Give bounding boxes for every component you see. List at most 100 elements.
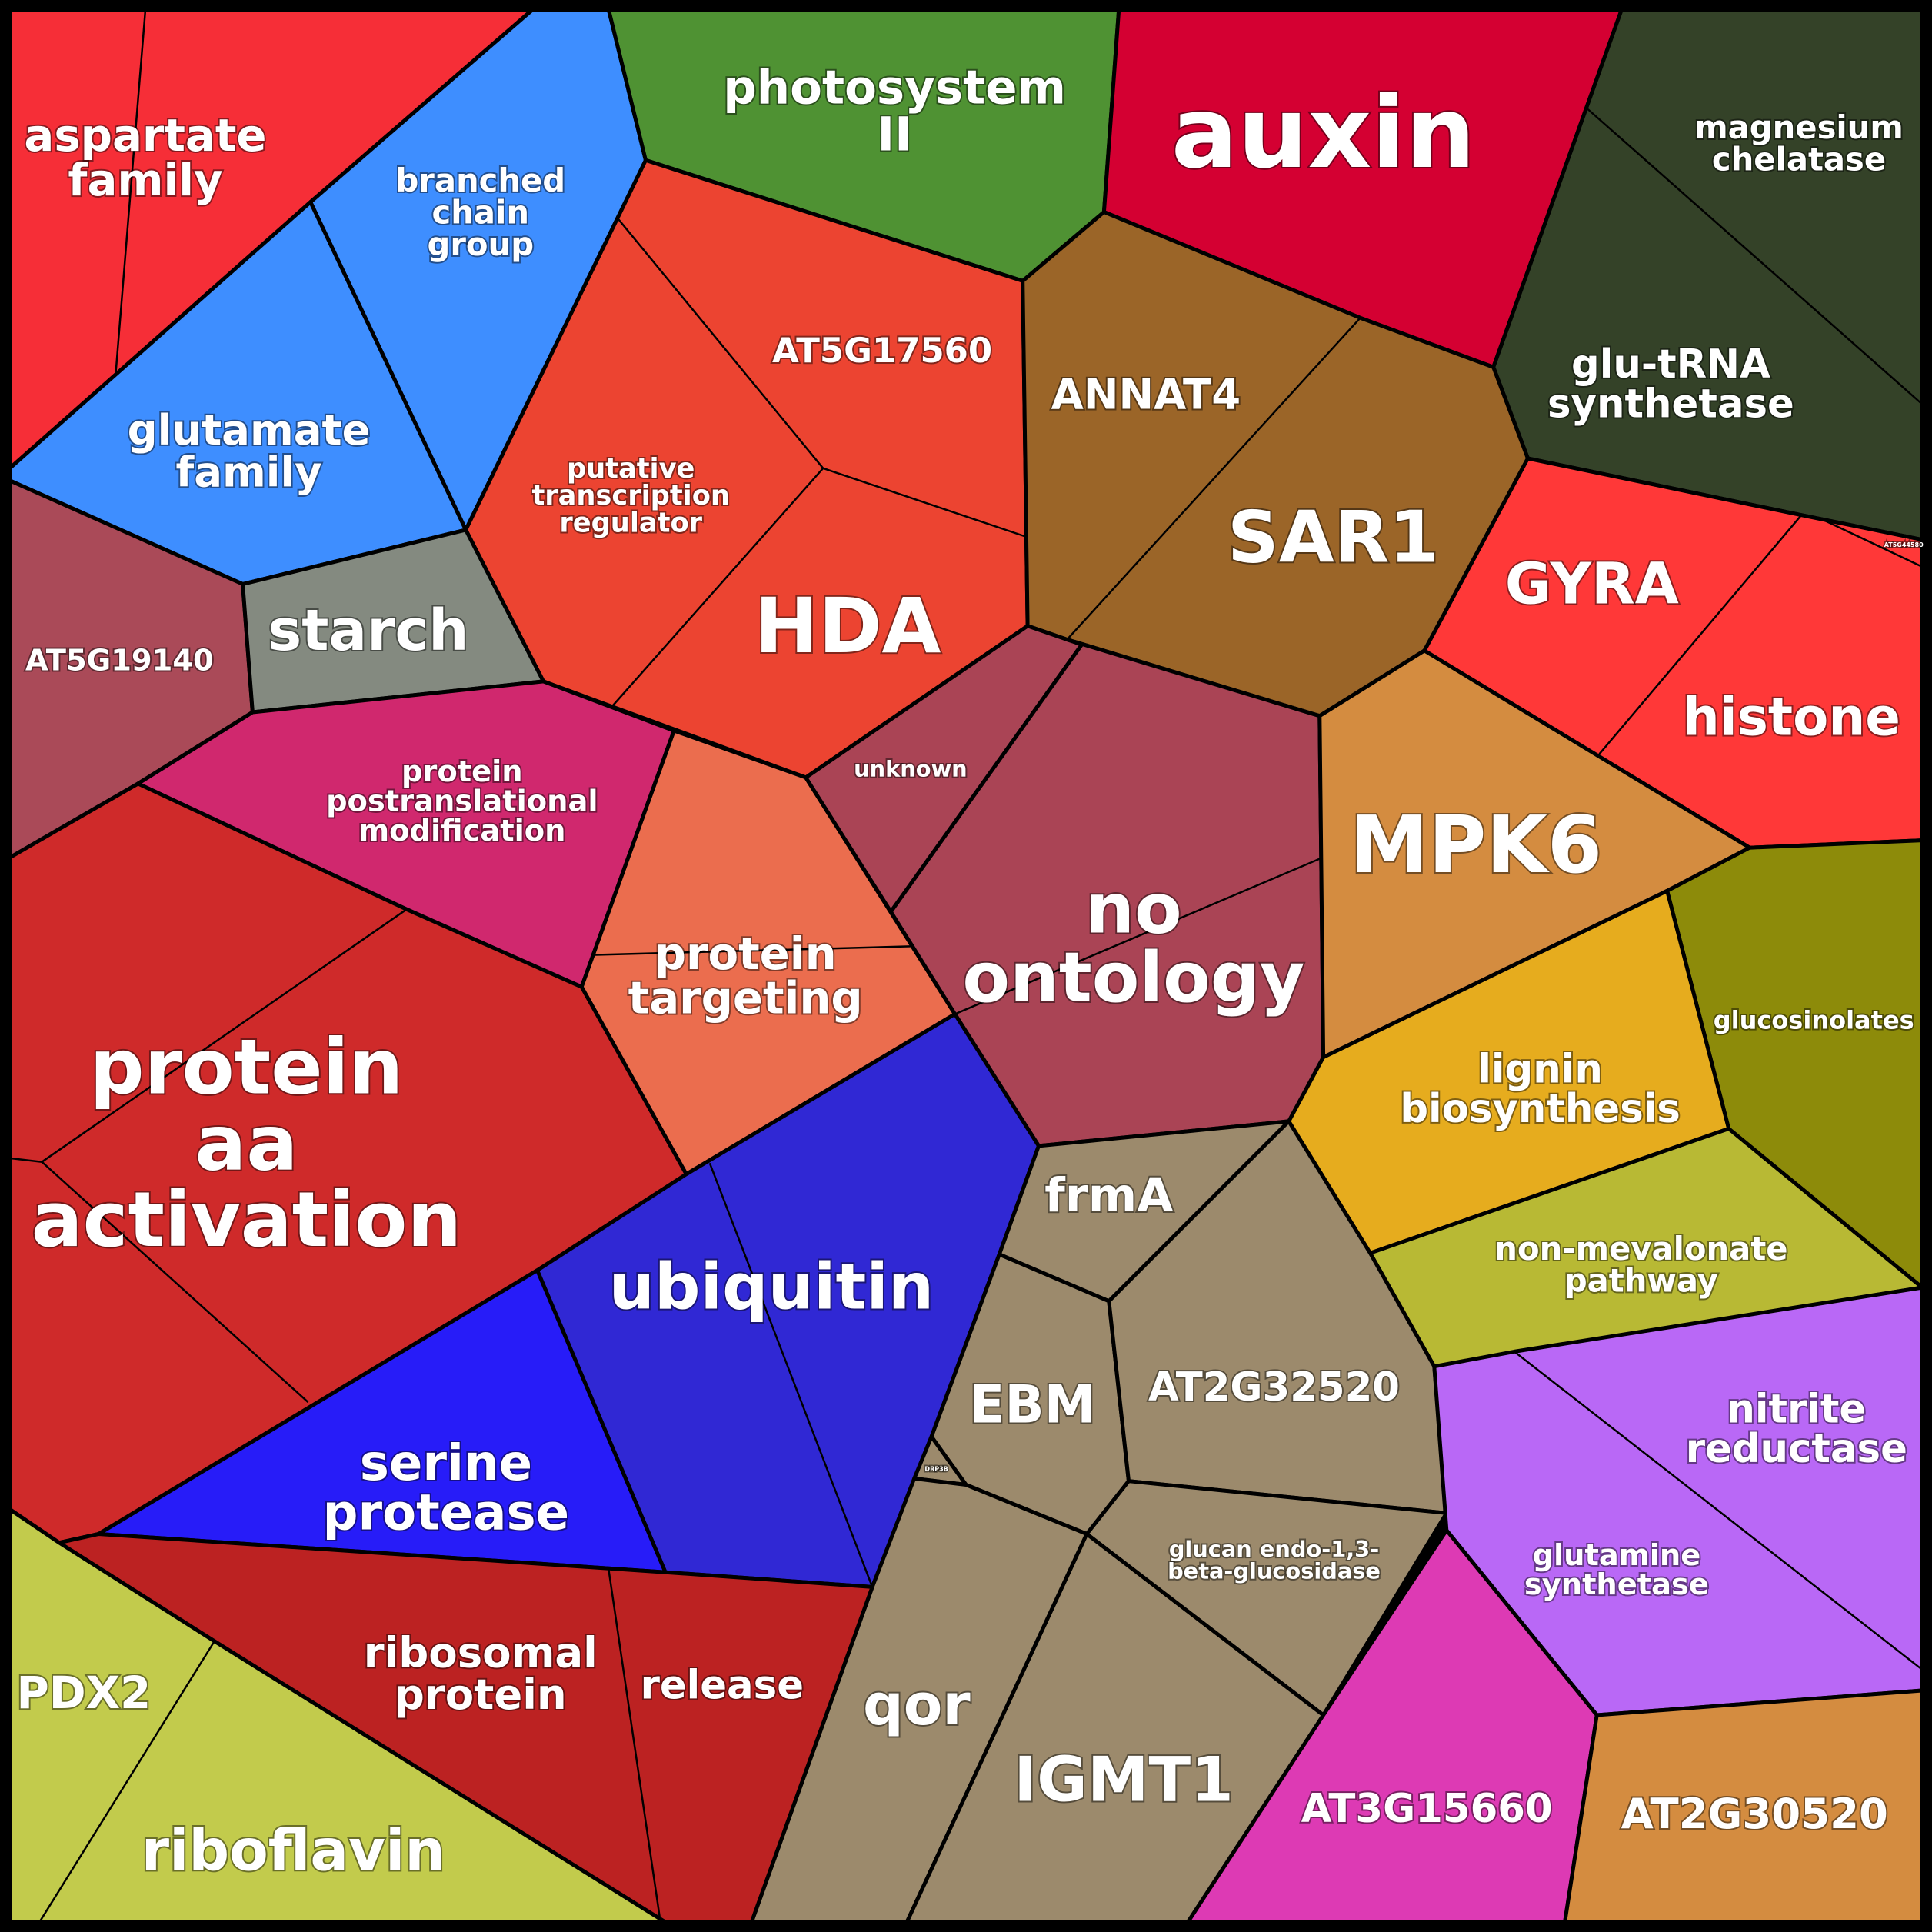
label-line: MPK6 bbox=[1350, 800, 1602, 891]
label-gyra: GYRA bbox=[1505, 551, 1679, 617]
label-line: protease bbox=[323, 1484, 570, 1541]
label-ribosomal-protein: ribosomal protein bbox=[364, 1627, 598, 1719]
label-mpk6: MPK6 bbox=[1350, 800, 1602, 891]
label-line: putative bbox=[567, 452, 695, 484]
subcell-divider bbox=[309, 202, 467, 531]
label-glu-trna-synthetase: glu-tRNA synthetase bbox=[1547, 341, 1794, 427]
label-line: AT5G44580 bbox=[1884, 541, 1924, 548]
label-line: GYRA bbox=[1505, 551, 1679, 617]
label-line: synthetase bbox=[1524, 1567, 1709, 1602]
label-at5g44580: AT5G44580 bbox=[1884, 541, 1924, 548]
label-line: aa bbox=[195, 1099, 298, 1188]
label-line: glucan endo-1,3- bbox=[1169, 1536, 1379, 1562]
label-line: protein bbox=[89, 1023, 403, 1111]
subcell-divider bbox=[536, 1270, 667, 1573]
label-line: glucosinolates bbox=[1714, 1006, 1914, 1035]
label-nitrite-reductase: nitrite reductase bbox=[1686, 1387, 1907, 1472]
label-glutamate-family: glutamate family bbox=[128, 405, 371, 497]
label-ebm: EBM bbox=[969, 1374, 1095, 1434]
label-line: branched bbox=[395, 161, 565, 198]
label-riboflavin: riboflavin bbox=[142, 1818, 445, 1884]
label-branched-chain-group: branched chain group bbox=[395, 161, 565, 262]
label-line: no bbox=[1085, 869, 1181, 949]
label-line: glutamine bbox=[1533, 1537, 1701, 1572]
label-line: synthetase bbox=[1547, 381, 1794, 428]
subcell-divider bbox=[1514, 1351, 1923, 1671]
label-protein-aa-activation: protein aa activation bbox=[32, 1023, 462, 1264]
label-non-mevalonate-pathway: non-mevalonate pathway bbox=[1494, 1229, 1787, 1299]
label-line: targeting bbox=[628, 972, 863, 1024]
label-glucosinolates: glucosinolates bbox=[1714, 1006, 1914, 1035]
label-line: AT5G17560 bbox=[772, 330, 992, 371]
subcell-divider bbox=[1823, 518, 1923, 568]
label-protein-targeting: protein targeting bbox=[628, 928, 863, 1024]
label-line: group bbox=[428, 225, 535, 263]
label-line: histone bbox=[1683, 687, 1900, 747]
label-photosystem-ii: photosystem II bbox=[723, 60, 1066, 162]
label-hda: HDA bbox=[754, 581, 941, 670]
label-no-ontology: no ontology bbox=[962, 869, 1304, 1018]
label-line: non-mevalonate bbox=[1494, 1229, 1787, 1267]
label-line: glu-tRNA bbox=[1571, 341, 1770, 388]
label-at2g32520: AT2G32520 bbox=[1148, 1364, 1400, 1411]
label-glucan-endo: glucan endo-1,3-beta-glucosidase bbox=[1168, 1536, 1381, 1584]
label-line: reductase bbox=[1686, 1426, 1907, 1472]
label-line: beta-glucosidase bbox=[1168, 1558, 1381, 1584]
label-line: qor bbox=[863, 1673, 971, 1738]
label-line: auxin bbox=[1171, 76, 1476, 191]
cell-at2g30520 bbox=[1563, 1688, 1924, 1924]
label-line: family bbox=[68, 154, 222, 206]
label-unknown: unknown bbox=[854, 756, 968, 782]
label-line: pathway bbox=[1564, 1261, 1718, 1299]
label-at3g15660: AT3G15660 bbox=[1301, 1786, 1553, 1832]
label-drp3b: DRP3B bbox=[924, 1465, 948, 1472]
label-line: biosynthesis bbox=[1400, 1086, 1681, 1132]
label-line: II bbox=[877, 107, 911, 162]
label-qor: qor bbox=[863, 1673, 971, 1738]
subcell-divider bbox=[41, 908, 408, 1163]
label-line: protein bbox=[655, 928, 837, 980]
label-line: EBM bbox=[969, 1374, 1095, 1434]
label-at2g30520: AT2G30520 bbox=[1621, 1789, 1888, 1838]
subcell-divider bbox=[9, 1157, 42, 1163]
label-ubiquitin: ubiquitin bbox=[609, 1249, 934, 1324]
label-line: activation bbox=[32, 1176, 462, 1264]
label-line: riboflavin bbox=[142, 1818, 445, 1884]
label-line: unknown bbox=[854, 756, 968, 782]
label-line: AT5G19140 bbox=[25, 643, 214, 678]
label-line: IGMT1 bbox=[1014, 1744, 1234, 1815]
label-lignin-biosynthesis: lignin biosynthesis bbox=[1400, 1047, 1681, 1132]
label-line: chain bbox=[432, 193, 530, 231]
label-line: ontology bbox=[962, 938, 1304, 1018]
label-line: chelatase bbox=[1712, 140, 1886, 178]
label-line: glutamate bbox=[128, 405, 371, 455]
label-line: postranslational bbox=[326, 784, 598, 818]
label-line: regulator bbox=[559, 507, 702, 538]
subcell-divider bbox=[611, 467, 824, 707]
label-annat4: ANNAT4 bbox=[1051, 370, 1241, 419]
label-histone: histone bbox=[1683, 687, 1900, 747]
label-frma: frmA bbox=[1044, 1168, 1173, 1223]
cell-at3g15660 bbox=[1185, 1528, 1599, 1924]
label-auxin: auxin bbox=[1171, 76, 1476, 191]
label-line: HDA bbox=[754, 581, 941, 670]
subcell-divider bbox=[1066, 317, 1361, 641]
label-line: aspartate bbox=[24, 109, 266, 162]
label-line: modification bbox=[358, 813, 565, 848]
label-aspartate-family: aspartate family bbox=[24, 109, 266, 206]
label-sar1: SAR1 bbox=[1227, 496, 1439, 579]
subcell-divider bbox=[1598, 514, 1803, 755]
label-magnesium-chelatase: magnesium chelatase bbox=[1694, 108, 1904, 178]
subcell-divider bbox=[41, 1161, 309, 1404]
label-line: DRP3B bbox=[924, 1465, 948, 1472]
label-line: SAR1 bbox=[1227, 496, 1439, 579]
label-at5g17560: AT5G17560 bbox=[772, 330, 992, 371]
treemap-cells bbox=[8, 8, 1924, 1924]
label-at5g19140: AT5G19140 bbox=[25, 643, 214, 678]
label-starch: starch bbox=[268, 598, 468, 664]
label-pdx2: PDX2 bbox=[17, 1667, 152, 1719]
label-putative-transcription-regulator: putative transcription regulator bbox=[531, 452, 729, 538]
label-igmt1: IGMT1 bbox=[1014, 1744, 1234, 1815]
label-line: release bbox=[641, 1663, 804, 1709]
